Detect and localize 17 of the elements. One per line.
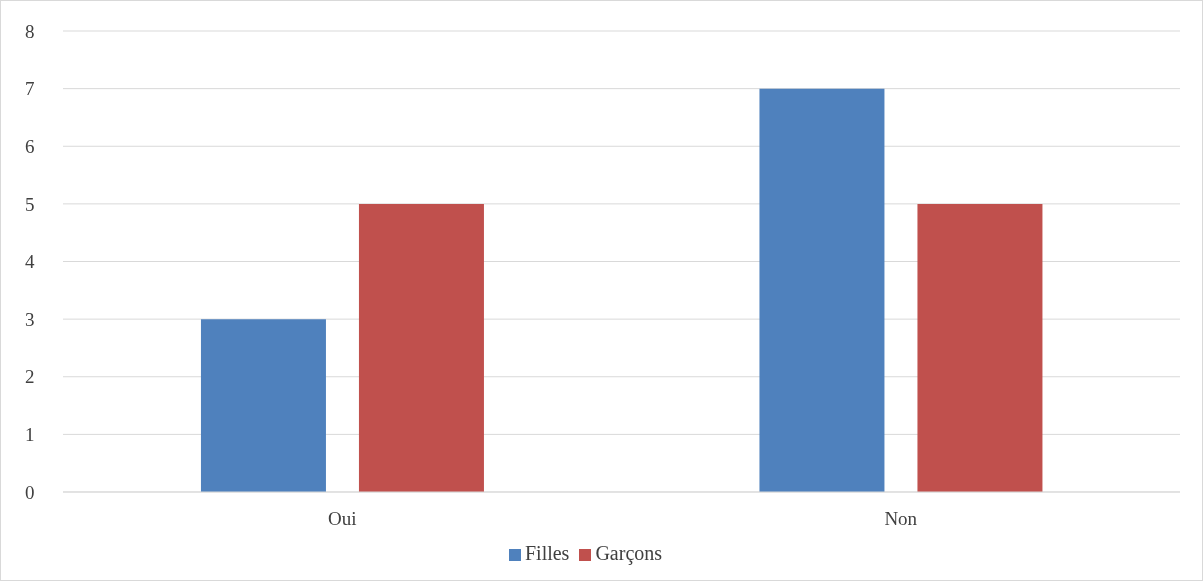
y-tick-label: 5 [25,193,35,215]
legend-label: Garçons [595,542,663,564]
x-tick-label: Oui [328,508,357,530]
bar [917,203,1043,492]
y-tick-label: 0 [25,481,35,503]
bar [759,88,885,492]
y-tick-label: 6 [25,135,35,157]
y-tick-label: 7 [25,78,35,100]
y-tick-label: 1 [25,424,35,446]
y-tick-label: 4 [25,251,35,273]
legend-label: Filles [524,542,570,564]
y-tick-label: 8 [25,20,35,42]
x-tick-label: Non [884,508,918,530]
y-tick-label: 2 [25,366,35,388]
y-tick-label: 3 [25,308,35,330]
bar [200,319,326,492]
bar [358,203,484,492]
